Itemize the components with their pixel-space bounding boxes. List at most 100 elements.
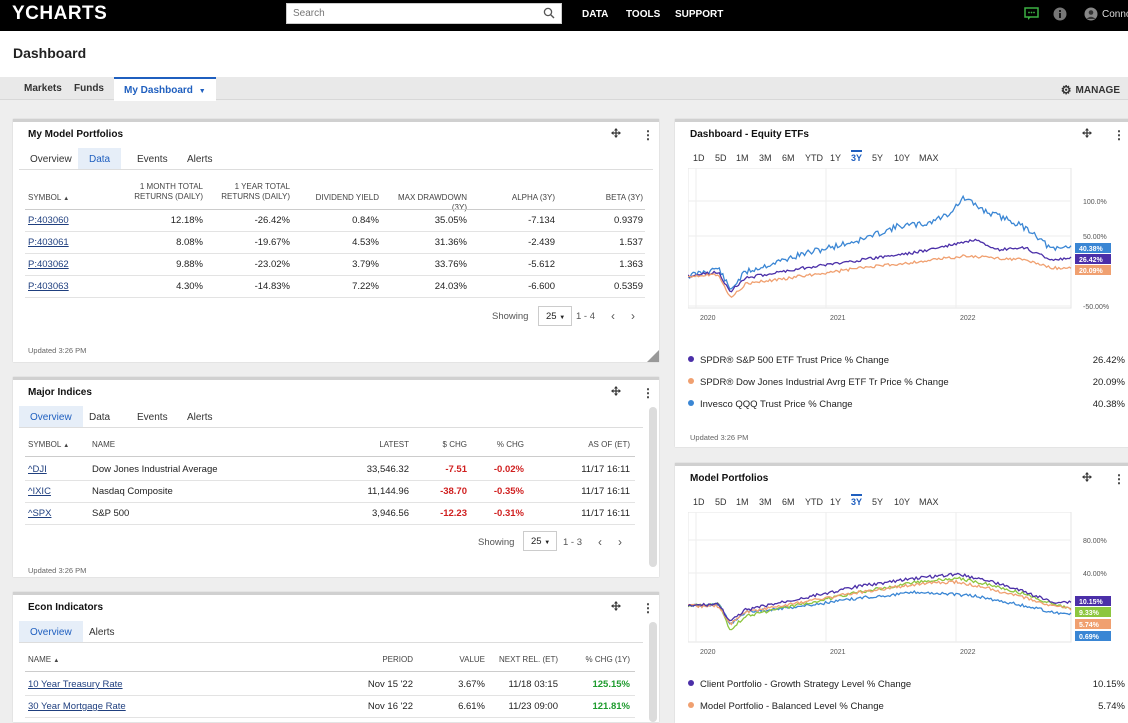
col-header-next-rel[interactable]: NEXT REL. (ET) (499, 655, 558, 664)
col-header-value[interactable]: VALUE (459, 655, 485, 664)
cell-symbol[interactable]: P:403063 (28, 281, 69, 292)
scrollbar[interactable] (649, 622, 657, 722)
range-1m[interactable]: 1M (736, 153, 749, 163)
more-icon[interactable]: ⋮ (1113, 128, 1125, 142)
move-icon[interactable] (611, 128, 621, 141)
cell-symbol[interactable]: ^SPX (28, 508, 52, 519)
col-header-period[interactable]: PERIOD (382, 655, 413, 664)
range-1y[interactable]: 1Y (830, 153, 842, 163)
tab-alerts[interactable]: Alerts (89, 627, 115, 638)
move-icon[interactable] (1082, 472, 1092, 485)
tab-events[interactable]: Events (137, 154, 168, 165)
move-icon[interactable] (611, 601, 621, 614)
range-ytd[interactable]: YTD (805, 153, 823, 163)
more-icon[interactable]: ⋮ (1113, 472, 1125, 486)
move-icon[interactable] (1082, 128, 1092, 141)
tab-my-dashboard[interactable]: My Dashboard ▼ (114, 77, 216, 101)
col-header-symbol[interactable]: SYMBOL ▲ (28, 193, 70, 202)
range-ytd[interactable]: YTD (805, 497, 823, 507)
range-5d[interactable]: 5D (715, 153, 727, 163)
tab-markets[interactable]: Markets (24, 83, 62, 94)
avatar-icon[interactable] (1084, 7, 1098, 24)
tab-overview[interactable]: Overview (19, 621, 83, 642)
col-header-pct-chg-1y[interactable]: % CHG (1Y) (585, 655, 630, 664)
equity-etfs-chart[interactable]: 100.0% 50.00% -50.00% 2020 2021 2022 40.38% 26.… (688, 168, 1128, 328)
range-6m[interactable]: 6M (782, 497, 795, 507)
prev-page-icon[interactable]: ‹ (611, 309, 615, 323)
tab-events[interactable]: Events (137, 412, 168, 423)
col-header-name[interactable]: NAME ▲ (28, 655, 60, 664)
legend-item[interactable]: SPDR® Dow Jones Industrial Avrg ETF Tr P… (688, 377, 949, 388)
more-icon[interactable]: ⋮ (642, 601, 654, 615)
cell-name[interactable]: 10 Year Treasury Rate (28, 679, 123, 690)
range-10y[interactable]: 10Y (894, 497, 911, 507)
user-name[interactable]: Conno (1102, 9, 1128, 20)
manage-button[interactable]: ⚙ MANAGE (1061, 83, 1120, 97)
nav-tools[interactable]: TOOLS (626, 9, 661, 20)
tab-overview[interactable]: Overview (19, 406, 83, 427)
range-max[interactable]: MAX (919, 497, 939, 507)
more-icon[interactable]: ⋮ (642, 386, 654, 400)
info-icon[interactable] (1053, 7, 1067, 24)
tab-alerts[interactable]: Alerts (187, 412, 213, 423)
legend-item[interactable]: Invesco QQQ Trust Price % Change (688, 399, 853, 410)
range-3m[interactable]: 3M (759, 497, 772, 507)
legend-item[interactable]: Client Portfolio - Growth Strategy Level… (688, 679, 911, 690)
tab-alerts[interactable]: Alerts (187, 154, 213, 165)
range-3y[interactable]: 3Y (851, 494, 863, 507)
col-header-div-yield[interactable]: DIVIDEND YIELD (315, 193, 379, 202)
col-header-dollar-chg[interactable]: $ CHG (442, 440, 467, 449)
more-icon[interactable]: ⋮ (642, 128, 654, 142)
col-header-1m[interactable]: 1 MONTH TOTAL RETURNS (DAILY) (134, 182, 203, 201)
range-5y[interactable]: 5Y (872, 497, 884, 507)
col-header-pct-chg[interactable]: % CHG (496, 440, 524, 449)
model-portfolios-chart[interactable]: 80.00% 40.00% 2020 2021 2022 10.15% 9.33% 5.74%… (688, 512, 1128, 662)
per-page-select[interactable]: 25 ▼ (538, 306, 572, 326)
range-5y[interactable]: 5Y (872, 153, 884, 163)
col-header-as-of[interactable]: AS OF (ET) (588, 440, 630, 449)
per-page-select[interactable]: 25 ▼ (523, 531, 557, 551)
range-1m[interactable]: 1M (736, 497, 749, 507)
prev-page-icon[interactable]: ‹ (598, 535, 602, 549)
range-1y[interactable]: 1Y (830, 497, 842, 507)
range-3m[interactable]: 3M (759, 153, 772, 163)
scrollbar[interactable] (649, 407, 657, 567)
cell-symbol[interactable]: P:403062 (28, 259, 69, 270)
move-icon[interactable] (611, 386, 621, 399)
col-header-symbol[interactable]: SYMBOL ▲ (28, 440, 70, 449)
col-header-alpha[interactable]: ALPHA (3Y) (511, 193, 555, 202)
cell-name[interactable]: 30 Year Mortgage Rate (28, 701, 126, 712)
ycharts-logo[interactable]: YCHARTS (12, 3, 108, 24)
tab-overview[interactable]: Overview (30, 154, 72, 165)
range-10y[interactable]: 10Y (894, 153, 911, 163)
cell-symbol[interactable]: P:403061 (28, 237, 69, 248)
col-header-beta[interactable]: BETA (3Y) (605, 193, 643, 202)
next-page-icon[interactable]: › (618, 535, 622, 549)
col-header-1y[interactable]: 1 YEAR TOTAL RETURNS (DAILY) (221, 182, 290, 201)
resize-handle[interactable] (647, 350, 659, 362)
col-header-latest[interactable]: LATEST (379, 440, 409, 449)
range-3y[interactable]: 3Y (851, 150, 863, 163)
range-1d[interactable]: 1D (693, 497, 705, 507)
col-header-name[interactable]: NAME (92, 440, 116, 449)
legend-item[interactable]: Model Portfolio - Balanced Level % Chang… (688, 701, 884, 712)
cell-symbol[interactable]: ^IXIC (28, 486, 51, 497)
next-page-icon[interactable]: › (631, 309, 635, 323)
nav-support[interactable]: SUPPORT (675, 9, 724, 20)
col-header-max-drawdown[interactable]: MAX DRAWDOWN (3Y) (397, 193, 467, 212)
range-5d[interactable]: 5D (715, 497, 727, 507)
cell-symbol[interactable]: ^DJI (28, 464, 47, 475)
tab-funds[interactable]: Funds (74, 83, 104, 94)
legend-item[interactable]: SPDR® S&P 500 ETF Trust Price % Change (688, 355, 889, 366)
nav-data[interactable]: DATA (582, 9, 609, 20)
tab-data[interactable]: Data (78, 148, 122, 169)
search-icon[interactable] (543, 7, 555, 22)
search-input[interactable] (287, 4, 527, 23)
cell-symbol[interactable]: P:403060 (28, 215, 69, 226)
search-box[interactable] (286, 3, 562, 24)
range-1d[interactable]: 1D (693, 153, 705, 163)
tab-data[interactable]: Data (89, 412, 111, 423)
chat-icon[interactable] (1024, 7, 1039, 24)
range-6m[interactable]: 6M (782, 153, 795, 163)
range-max[interactable]: MAX (919, 153, 939, 163)
